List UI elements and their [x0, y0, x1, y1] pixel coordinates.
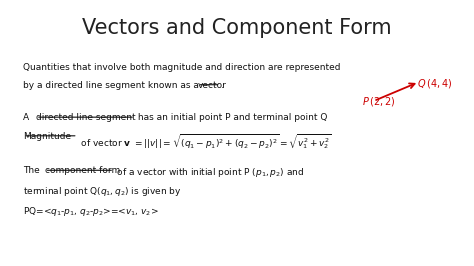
Text: of a vector with initial point P $(p_1, p_2)$ and: of a vector with initial point P $(p_1, …: [114, 166, 304, 179]
Text: by a directed line segment known as a: by a directed line segment known as a: [23, 81, 202, 90]
Text: $P\,(2,2)$: $P\,(2,2)$: [362, 95, 396, 108]
Text: component form: component form: [45, 166, 120, 175]
Text: Magnitude: Magnitude: [23, 132, 71, 141]
Text: Quantities that involve both magnitude and direction are represented: Quantities that involve both magnitude a…: [23, 63, 341, 72]
Text: $Q\,(4,4)$: $Q\,(4,4)$: [417, 77, 452, 90]
Text: of vector $\mathbf{v}$ $=||v||=\sqrt{(q_1-p_1)^2+(q_2-p_2)^2}= \sqrt{v_1^2+v_2^2: of vector $\mathbf{v}$ $=||v||=\sqrt{(q_…: [78, 132, 331, 151]
Text: has an initial point P and terminal point Q: has an initial point P and terminal poin…: [135, 113, 328, 122]
Text: directed line segment: directed line segment: [36, 113, 136, 122]
Text: PQ=<$q_1$-$p_1$, $q_2$-$p_2$>=<$v_1$, $v_2$>: PQ=<$q_1$-$p_1$, $q_2$-$p_2$>=<$v_1$, $v…: [23, 205, 159, 218]
Text: Vectors and Component Form: Vectors and Component Form: [82, 18, 392, 38]
Text: The: The: [23, 166, 43, 175]
Text: terminal point Q$(q_1, q_2)$ is given by: terminal point Q$(q_1, q_2)$ is given by: [23, 185, 182, 198]
Text: vector: vector: [197, 81, 226, 90]
Text: A: A: [23, 113, 32, 122]
Text: .: .: [220, 81, 224, 90]
